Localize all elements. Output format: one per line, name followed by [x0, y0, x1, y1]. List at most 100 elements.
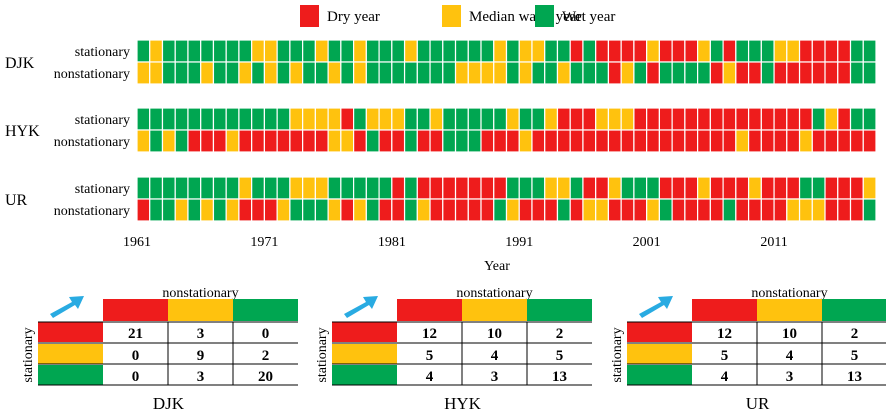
row-header-label: stationary [315, 327, 330, 382]
cell-nonstationary-1973 [289, 61, 304, 85]
cell-nonstationary-2010 [760, 61, 775, 85]
cell-nonstationary-1986 [454, 61, 469, 85]
cell-stationary-1998 [607, 39, 622, 63]
cell-stationary-2018 [862, 39, 877, 63]
cell-stationary-1982 [403, 39, 418, 63]
cell-stationary-1984 [429, 39, 444, 63]
cell-nonstationary-1996 [582, 129, 597, 153]
cell-nonstationary-1991 [518, 129, 533, 153]
cell-nonstationary-2012 [786, 61, 801, 85]
cell-stationary-2018 [862, 107, 877, 131]
cell-stationary-1971 [263, 39, 278, 63]
cell-nonstationary-1984 [429, 129, 444, 153]
cell-stationary-1961 [136, 107, 151, 131]
cell-nonstationary-1990 [505, 129, 520, 153]
x-tick-label: 2001 [633, 235, 661, 250]
cell-nonstationary-1978 [353, 61, 367, 85]
col-color-bar [692, 299, 757, 321]
matrix-value: 9 [197, 348, 205, 364]
cell-stationary-1995 [569, 176, 584, 200]
matrix-value: 20 [258, 369, 273, 385]
cell-nonstationary-1961 [136, 198, 151, 222]
col-color-bar [233, 299, 298, 321]
matrix-value: 3 [197, 369, 205, 385]
cell-stationary-1973 [289, 107, 304, 131]
cell-nonstationary-1999 [620, 129, 635, 153]
cell-nonstationary-1992 [531, 198, 546, 222]
cell-nonstationary-1995 [569, 198, 584, 222]
matrix-name: DJK [153, 394, 185, 410]
matrix-value: 5 [556, 348, 564, 364]
cell-stationary-1977 [340, 107, 355, 131]
cell-nonstationary-1994 [556, 61, 571, 85]
cell-nonstationary-1983 [416, 129, 431, 153]
cell-nonstationary-2018 [862, 198, 877, 222]
cell-stationary-1995 [569, 39, 584, 63]
cell-nonstationary-2009 [747, 198, 762, 222]
cell-stationary-1988 [480, 39, 495, 63]
cell-stationary-2006 [709, 176, 724, 200]
matrix-value: 12 [717, 326, 732, 342]
cell-nonstationary-1985 [442, 61, 457, 85]
cell-nonstationary-1989 [493, 61, 508, 85]
cell-stationary-1979 [365, 107, 380, 131]
cell-nonstationary-2011 [773, 61, 788, 85]
cell-stationary-2013 [798, 39, 813, 63]
cell-nonstationary-2017 [849, 61, 864, 85]
cell-stationary-2000 [633, 39, 648, 63]
row-header-label: stationary [21, 327, 36, 382]
cell-stationary-1967 [212, 176, 227, 200]
cell-nonstationary-1970 [251, 198, 266, 222]
station-label: DJK [5, 55, 35, 72]
cell-nonstationary-1997 [595, 61, 610, 85]
col-header-label: nonstationary [162, 286, 238, 301]
cell-nonstationary-2004 [684, 61, 699, 85]
x-tick-label: 1971 [250, 235, 278, 250]
cell-stationary-1991 [518, 39, 533, 63]
cell-nonstationary-2017 [849, 198, 864, 222]
cell-stationary-2013 [798, 107, 813, 131]
cell-stationary-2004 [684, 39, 699, 63]
cell-nonstationary-1990 [505, 198, 520, 222]
cell-stationary-1987 [467, 39, 482, 63]
cell-stationary-2006 [709, 107, 724, 131]
cell-stationary-2012 [786, 39, 801, 63]
col-color-bar [822, 299, 886, 321]
cell-nonstationary-2007 [722, 198, 737, 222]
x-tick-label: 1991 [505, 235, 533, 250]
cell-nonstationary-2005 [697, 61, 711, 85]
cell-nonstationary-2001 [646, 129, 660, 153]
cell-nonstationary-1988 [480, 61, 495, 85]
cell-nonstationary-1998 [607, 129, 622, 153]
cell-stationary-1966 [200, 39, 215, 63]
cell-stationary-1961 [136, 176, 151, 200]
cell-nonstationary-2002 [658, 61, 673, 85]
cell-nonstationary-1995 [569, 61, 584, 85]
cell-stationary-1966 [200, 107, 215, 131]
cell-nonstationary-1991 [518, 198, 533, 222]
cell-stationary-1995 [569, 107, 584, 131]
cell-nonstationary-1967 [212, 198, 227, 222]
cell-stationary-1993 [544, 107, 559, 131]
cell-nonstationary-1974 [302, 129, 316, 153]
cell-stationary-1973 [289, 39, 304, 63]
cell-stationary-2017 [849, 39, 864, 63]
matrix-hyk: nonstationary stationary 12 10 2 5 4 5 4 3 13 HYK [315, 286, 592, 410]
cell-nonstationary-1982 [403, 198, 418, 222]
cell-stationary-1962 [149, 107, 164, 131]
matrix-value: 4 [426, 369, 434, 385]
cell-nonstationary-1993 [544, 198, 559, 222]
cell-stationary-1983 [416, 107, 431, 131]
row-label-nonstationary: nonstationary [54, 204, 130, 219]
cell-stationary-1987 [467, 107, 482, 131]
cell-stationary-2009 [747, 176, 762, 200]
cell-nonstationary-2002 [658, 198, 673, 222]
matrix-value: 2 [556, 326, 564, 342]
matrix-value: 2 [851, 326, 859, 342]
cell-stationary-2005 [697, 39, 711, 63]
cell-stationary-1975 [314, 39, 329, 63]
cell-nonstationary-2015 [824, 198, 839, 222]
cell-stationary-1967 [212, 39, 227, 63]
cell-nonstationary-2001 [646, 198, 660, 222]
